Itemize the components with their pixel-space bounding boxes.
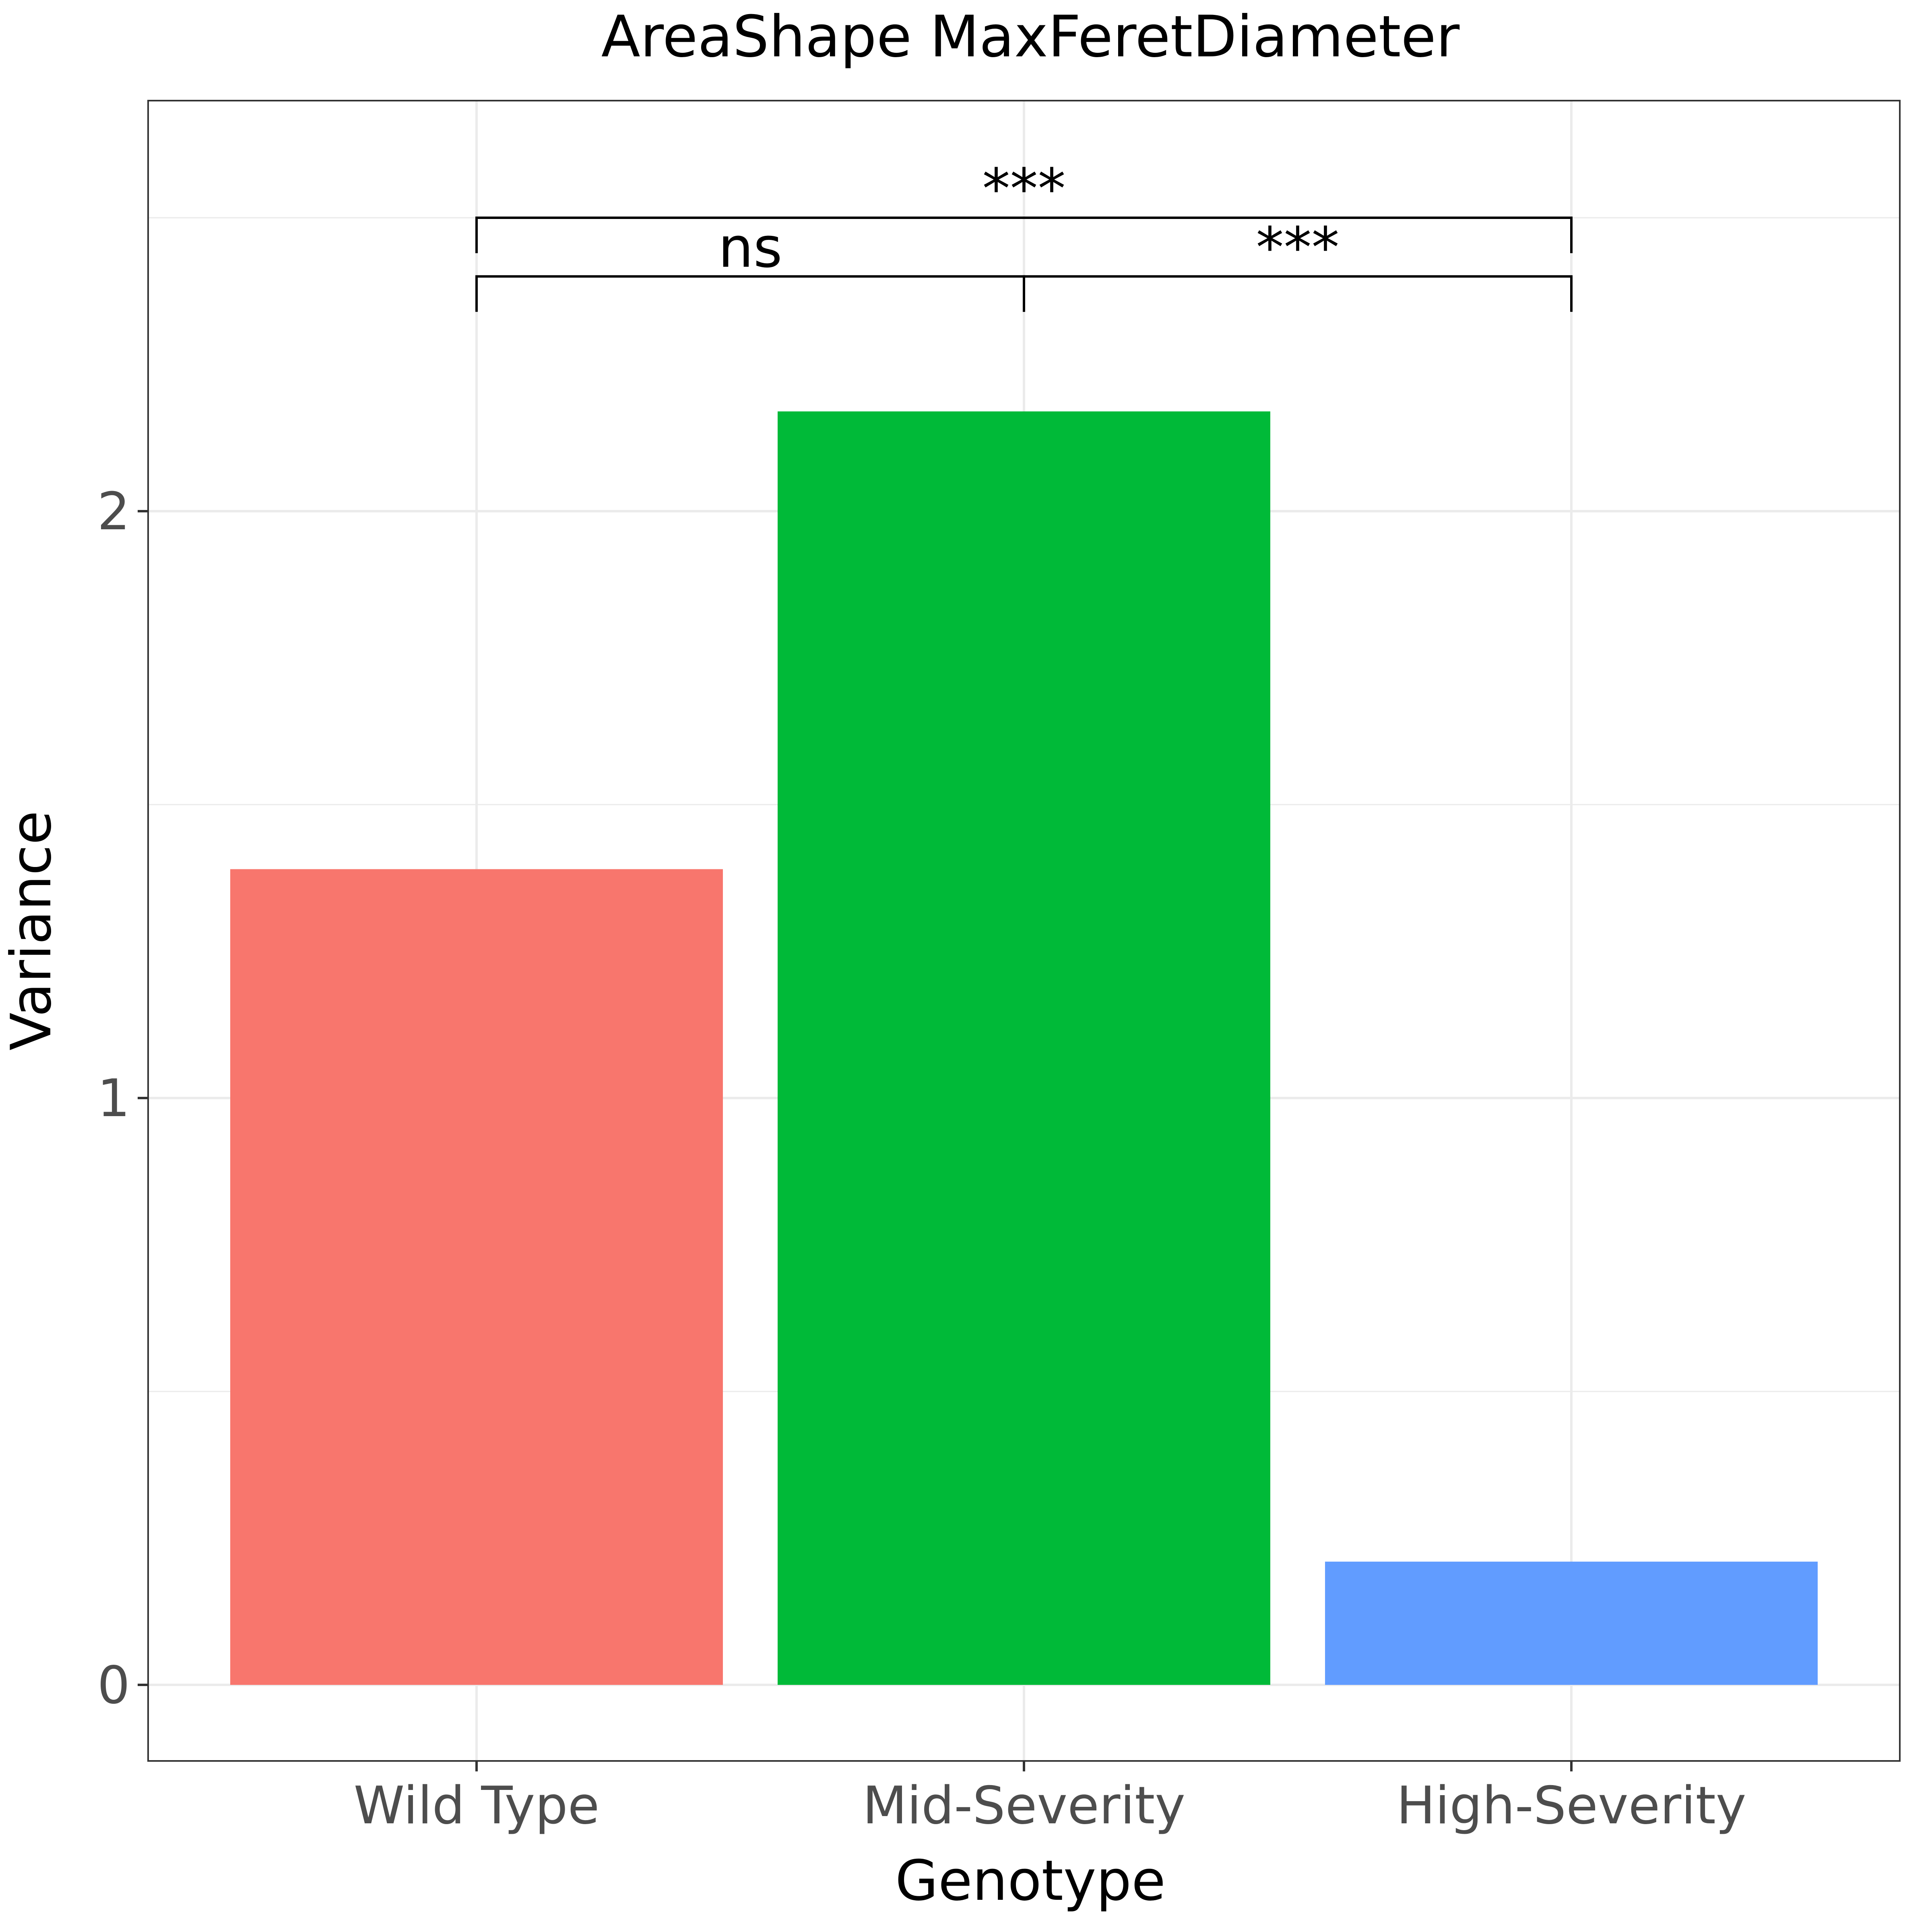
x-axis: Wild Type Mid-Severity High-Severity: [354, 1761, 1746, 1836]
bar-mid-severity: [778, 411, 1270, 1685]
significance-label: ns: [718, 215, 782, 280]
significance-label: ***: [1256, 215, 1340, 280]
y-tick-label: 1: [97, 1069, 130, 1129]
x-axis-title: Genotype: [895, 1848, 1166, 1913]
x-tick-label: Wild Type: [354, 1776, 600, 1836]
significance-bracket: [475, 217, 1573, 253]
y-axis: 0 1 2: [97, 482, 148, 1715]
bars: [230, 411, 1818, 1685]
y-axis-title: Variance: [0, 811, 64, 1051]
y-tick-label: 2: [97, 482, 130, 542]
significance-bracket: [1023, 275, 1573, 312]
significance-label: ***: [983, 157, 1066, 221]
x-tick-label: High-Severity: [1397, 1776, 1746, 1836]
bar-wild-type: [230, 869, 723, 1685]
significance-brackets: ns *** ***: [475, 157, 1573, 312]
x-tick-label: Mid-Severity: [863, 1776, 1185, 1836]
bar-high-severity: [1325, 1561, 1818, 1685]
y-tick-label: 0: [97, 1655, 130, 1715]
chart-title: AreaShape MaxFeretDiameter: [601, 4, 1460, 70]
